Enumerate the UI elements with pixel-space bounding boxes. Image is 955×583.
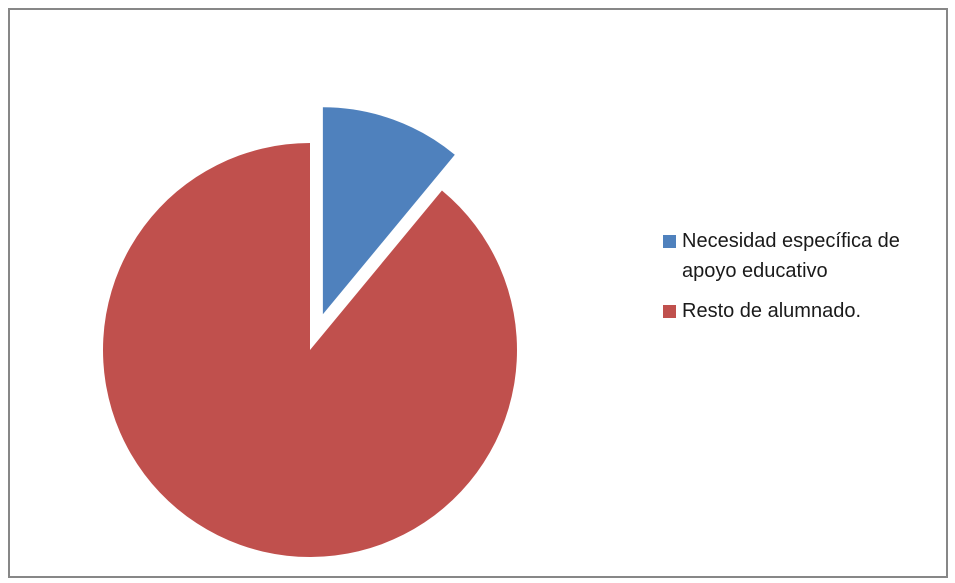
legend-item-resto: Resto de alumnado. (663, 300, 948, 326)
pie-slice (322, 107, 455, 315)
legend-swatch (663, 305, 676, 318)
legend-label: Necesidad específica de apoyo educativo (682, 230, 900, 282)
legend-swatch (663, 235, 676, 248)
legend-label: Resto de alumnado. (682, 300, 862, 322)
pie-slice (102, 143, 517, 558)
legend-item-nee: Necesidad específica de apoyo educativo (663, 230, 948, 286)
legend: Necesidad específica de apoyo educativo … (663, 230, 948, 340)
